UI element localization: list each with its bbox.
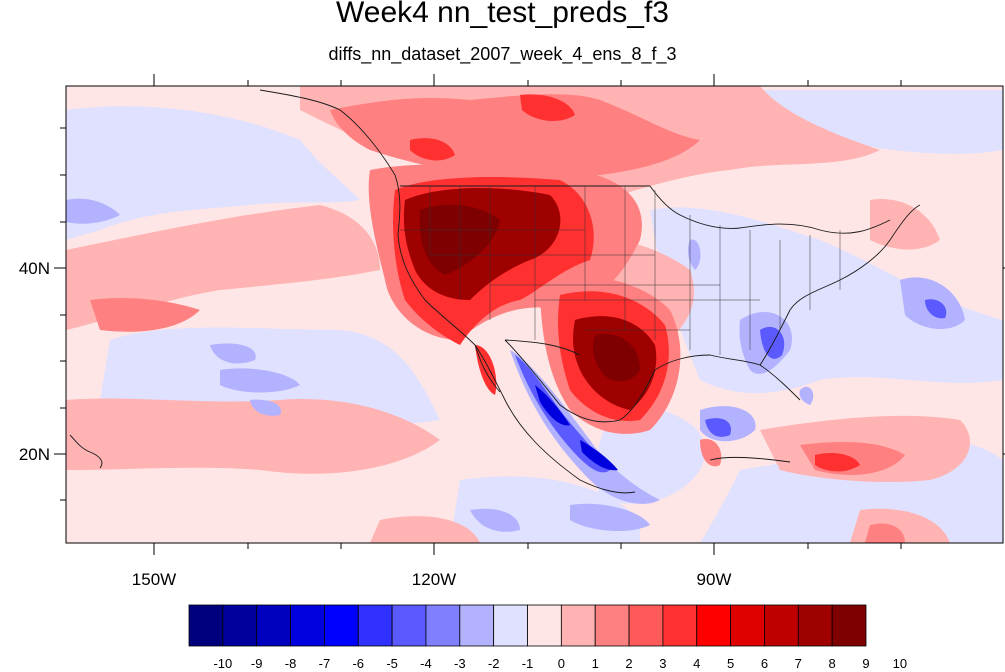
colorbar-label: 5 xyxy=(727,656,734,671)
colorbar-swatch xyxy=(391,604,427,647)
colorbar-swatch xyxy=(290,604,325,647)
colorbar-swatch xyxy=(560,604,596,647)
colorbar-label: -7 xyxy=(319,656,331,671)
colorbar: -10 -9 -8 -7 -6 -5 -4 -3 -2 -1 0 1 2 3 4 5 6 7 8 9 10 xyxy=(188,604,907,671)
map-subtitle: diffs_nn_dataset_2007_week_4_ens_8_f_3 xyxy=(328,44,677,64)
very-strong-cool-regions xyxy=(535,385,618,471)
colorbar-label: 0 xyxy=(558,656,565,671)
colorbar-swatch xyxy=(527,604,562,647)
colorbar-swatch xyxy=(256,604,291,647)
colorbar-swatch xyxy=(425,604,461,647)
colorbar-label: 6 xyxy=(761,656,768,671)
lon-label-90w: 90W xyxy=(697,570,732,589)
colorbar-label: 3 xyxy=(659,656,666,671)
colorbar-swatch xyxy=(831,604,867,647)
colorbar-label: -9 xyxy=(251,656,263,671)
colorbar-swatch xyxy=(662,604,698,647)
colorbar-label: 2 xyxy=(625,656,632,671)
colorbar-swatch xyxy=(628,604,664,647)
colorbar-swatch xyxy=(459,604,495,647)
lon-label-120w: 120W xyxy=(412,570,456,589)
colorbar-label: -10 xyxy=(213,656,232,671)
colorbar-label: 9 xyxy=(862,656,869,671)
colorbar-swatch xyxy=(188,604,224,647)
lon-label-150w: 150W xyxy=(132,570,176,589)
colorbar-label: -3 xyxy=(454,656,466,671)
colorbar-label: -4 xyxy=(420,656,432,671)
colorbar-label: 7 xyxy=(795,656,802,671)
colorbar-swatch xyxy=(222,604,258,647)
state-borders xyxy=(400,186,841,355)
colorbar-swatch xyxy=(696,604,731,647)
map-title: Week4 nn_test_preds_f3 xyxy=(335,0,669,29)
colorbar-label: 1 xyxy=(592,656,599,671)
difference-field xyxy=(66,86,1003,543)
colorbar-swatch xyxy=(764,604,799,647)
colorbar-swatch xyxy=(797,604,833,647)
colorbar-label: -2 xyxy=(488,656,500,671)
lat-label-40n: 40N xyxy=(19,259,50,278)
lon-ticks xyxy=(153,74,902,555)
colorbar-swatch xyxy=(357,604,393,647)
colorbar-label: -8 xyxy=(285,656,297,671)
colorbar-label: -6 xyxy=(352,656,364,671)
lat-label-20n: 20N xyxy=(19,445,50,464)
colorbar-swatch xyxy=(594,604,630,647)
colorbar-label: 8 xyxy=(829,656,836,671)
colorbar-swatch xyxy=(323,604,359,647)
colorbar-label: -1 xyxy=(522,656,534,671)
colorbar-label: 10 xyxy=(893,656,907,671)
colorbar-swatch xyxy=(493,604,528,647)
colorbar-label: -5 xyxy=(386,656,398,671)
colorbar-swatch xyxy=(730,604,765,647)
strong-cool-regions xyxy=(515,299,947,473)
colorbar-label: 4 xyxy=(693,656,700,671)
